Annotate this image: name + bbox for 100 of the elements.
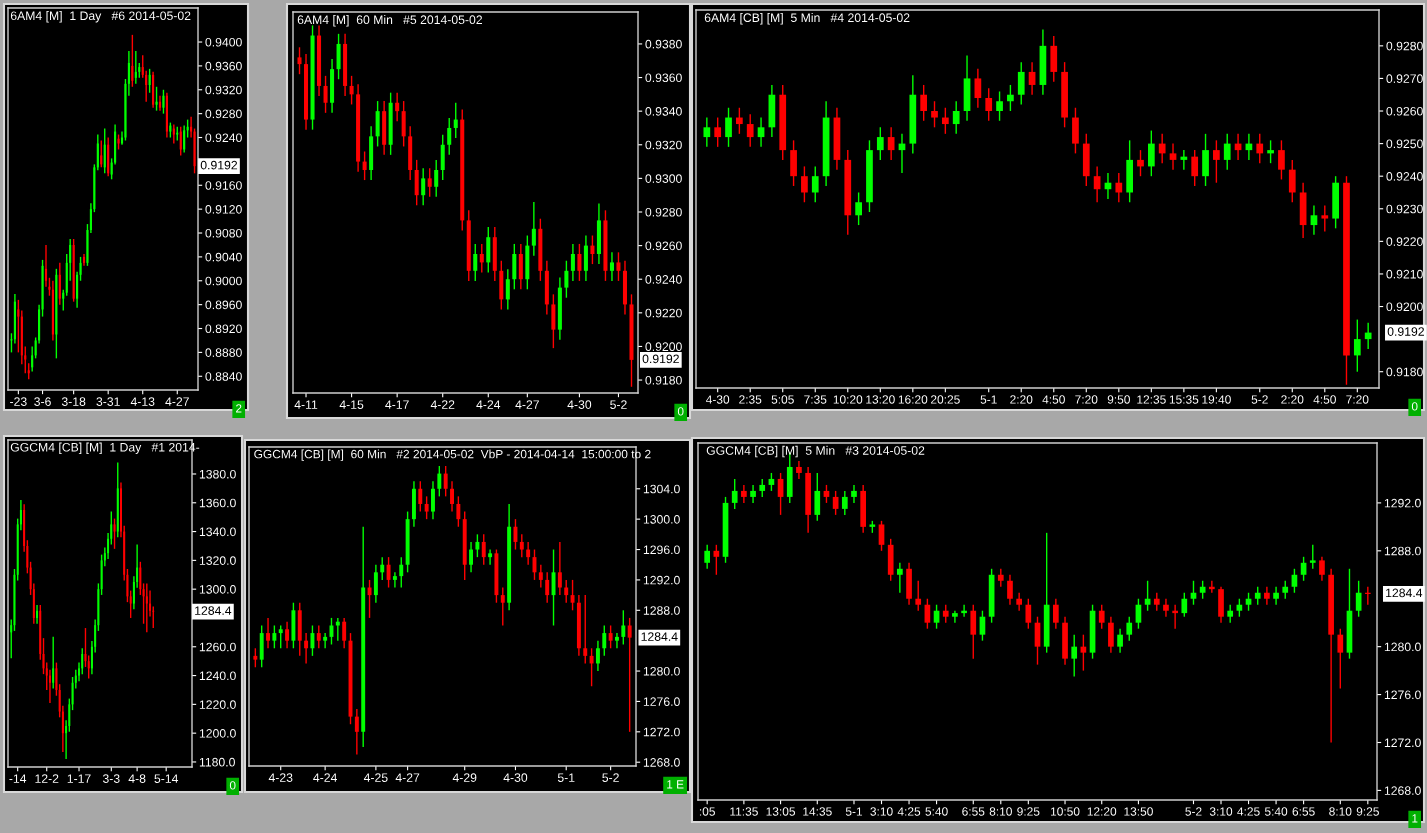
x-tick-label: 1-17 <box>67 774 91 783</box>
candlestick <box>1158 133 1166 164</box>
candlestick <box>183 124 186 154</box>
y-tick-label: 1268.0 <box>1384 786 1421 795</box>
y-tick-label: 1300.0 <box>643 515 680 524</box>
y-tick-label: 0.8960 <box>205 300 242 310</box>
candlestick <box>876 126 884 161</box>
candlestick <box>362 150 367 181</box>
x-tick-label: 4:25 <box>1237 807 1260 816</box>
text: 1 <box>1412 814 1418 823</box>
candlestick <box>96 133 99 172</box>
chart-title: 6AM4 [CB] [M] 5 Min #4 2014-05-02 <box>704 13 910 25</box>
x-tick-label: 4-15 <box>339 400 364 409</box>
candlestick <box>1169 142 1177 171</box>
x-tick-label: 5-14 <box>154 774 179 783</box>
x-tick-label: 11:35 <box>730 807 758 816</box>
x-tick-label: 7:35 <box>804 395 827 404</box>
candlestick <box>952 610 958 624</box>
x-tick-label: 5-2 <box>1251 395 1268 404</box>
candlestick <box>1071 633 1078 678</box>
candlestick <box>811 165 819 203</box>
candlestick <box>736 107 743 135</box>
y-tick-label: 0.9200 <box>1386 302 1423 312</box>
candlestick <box>952 100 960 135</box>
y-tick-label: 1260.0 <box>199 642 236 652</box>
candlestick <box>1117 627 1123 654</box>
candlestick <box>526 541 531 566</box>
candlestick <box>1264 586 1270 606</box>
y-tick-label: 1380.0 <box>199 469 236 479</box>
candlestick <box>505 268 510 311</box>
x-tick-label: 4-30 <box>706 395 730 404</box>
candlestick <box>52 635 55 690</box>
candlestick <box>841 490 848 516</box>
candlestick <box>1278 139 1285 181</box>
candlestick <box>17 299 20 354</box>
y-tick-label: 0.9320 <box>205 85 242 95</box>
candlestick <box>48 669 51 704</box>
candlestick <box>427 167 432 198</box>
text: 1284.4 <box>1386 588 1423 598</box>
candlestick <box>354 708 359 756</box>
x-tick-label: 7:20 <box>1346 395 1369 404</box>
candlestick <box>1337 627 1344 690</box>
candlestick <box>55 268 58 360</box>
candlestick <box>564 579 569 604</box>
y-tick-label: 0.9200 <box>645 342 682 351</box>
candlestick <box>855 191 862 226</box>
candlestick <box>272 624 277 649</box>
candlestick <box>36 604 39 625</box>
y-tick-label: 1272.0 <box>1384 738 1421 748</box>
x-tick-label: 3-18 <box>61 397 86 406</box>
y-tick-label: 0.9260 <box>645 241 682 251</box>
text: 1284.4 <box>641 632 678 641</box>
candlestick <box>615 632 619 649</box>
candlestick <box>1273 586 1279 606</box>
y-tick-label: 1288.0 <box>643 606 680 615</box>
candlestick <box>531 201 536 257</box>
candlestick <box>58 262 61 306</box>
x-tick-label: 19:40 <box>1202 395 1231 404</box>
x-tick-label: 4-22 <box>430 400 455 409</box>
x-tick-label: 7:20 <box>1075 395 1098 404</box>
x-tick-label: 20:25 <box>931 395 960 404</box>
y-tick-label: 0.9400 <box>205 37 242 47</box>
x-tick-label: 2:20 <box>1281 395 1304 404</box>
y-tick-label: 1360.0 <box>199 498 236 508</box>
chart-title: GGCM4 [CB] [M] 5 Min #3 2014-05-02 <box>706 445 925 458</box>
y-tick-label: 0.9040 <box>205 252 242 262</box>
x-tick-label: 4-27 <box>515 400 539 409</box>
candlestick <box>431 480 435 520</box>
y-tick-label: 0.9180 <box>1386 367 1423 377</box>
y-tick-label: 1180.0 <box>199 757 235 767</box>
x-tick-label: 3:10 <box>1209 807 1233 816</box>
x-tick-label: 9:25 <box>1017 807 1040 816</box>
x-tick-label: 8:10 <box>1329 807 1352 816</box>
candlestick <box>500 586 505 627</box>
candlestick <box>996 90 1003 122</box>
y-tick-label: 1292.0 <box>1384 498 1421 508</box>
candlestick <box>117 133 120 151</box>
x-tick-label: 4-11 <box>294 400 318 409</box>
candlestick <box>266 617 270 649</box>
y-tick-label: 0.9220 <box>1386 237 1423 246</box>
x-tick-label: 4-27 <box>165 397 189 406</box>
candlestick <box>703 116 711 148</box>
x-tick-label: 16:20 <box>898 395 928 404</box>
y-tick-label: 1340.0 <box>199 527 236 537</box>
x-tick-label: 9:50 <box>1107 395 1130 404</box>
x-tick-label: 5-1 <box>845 807 863 816</box>
candlestick <box>380 556 385 581</box>
text: 2 <box>236 404 242 413</box>
candlestick <box>87 654 90 680</box>
candlestick <box>1267 139 1274 164</box>
y-tick-label: 1200.0 <box>199 729 236 738</box>
candlestick <box>1180 149 1188 171</box>
candlestick <box>1163 598 1169 618</box>
x-tick-label: 12-2 <box>35 774 59 783</box>
candlestick <box>155 86 158 112</box>
y-tick-label: 1280.0 <box>643 666 680 676</box>
candlestick <box>602 624 607 657</box>
chart-title: 6AM4 [M] 60 Min #5 2014-05-02 <box>297 15 482 27</box>
candlestick <box>941 107 949 135</box>
candlestick <box>323 75 328 114</box>
